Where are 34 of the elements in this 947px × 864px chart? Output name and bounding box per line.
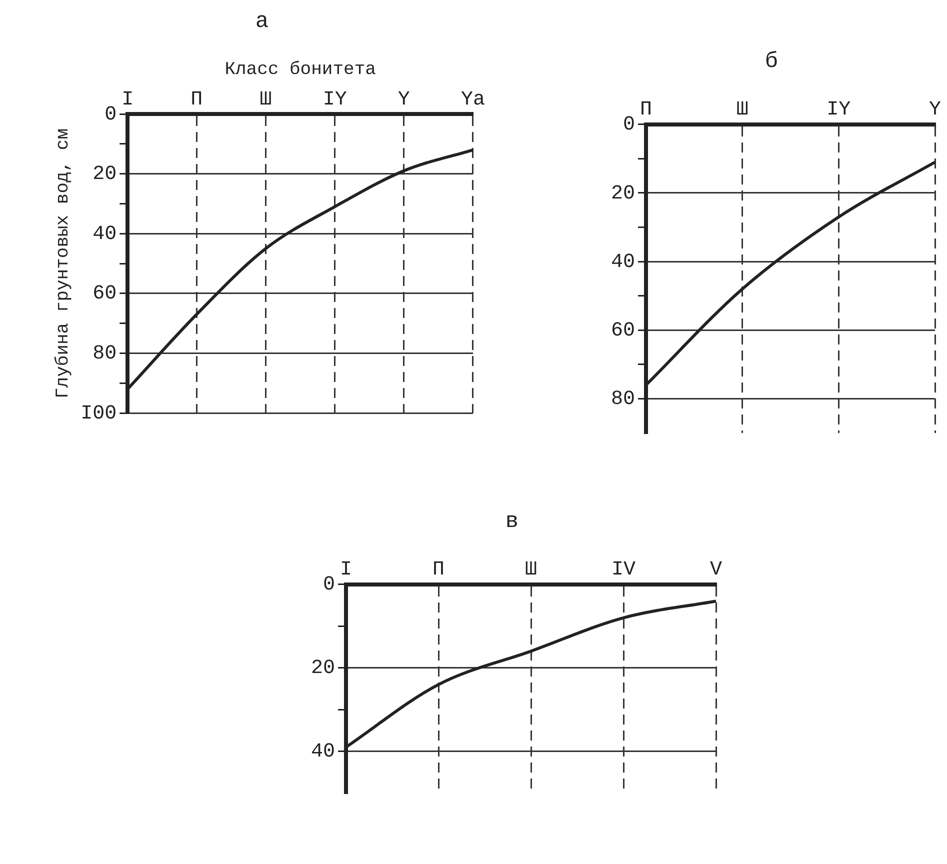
x-tick-label: I [340, 558, 352, 582]
y-tick-label: I00 [80, 402, 117, 426]
y-tick-label: 40 [610, 250, 636, 274]
x-tick-label: I [122, 88, 134, 112]
y-tick-label: 60 [610, 319, 636, 342]
x-axis-title: Класс бонитета [224, 60, 376, 80]
chart-title: а [255, 9, 269, 34]
x-tick-label: IY [322, 88, 347, 112]
x-tick-label: Ш [260, 88, 272, 112]
y-tick-label: 40 [310, 740, 336, 764]
y-tick-label: 0 [104, 103, 117, 126]
x-tick-label: V [710, 558, 722, 582]
y-tick-label: 60 [92, 282, 117, 306]
y-tick-label: 40 [92, 222, 117, 246]
y-tick-label: 80 [92, 342, 117, 366]
x-tick-label: П [432, 558, 445, 582]
y-tick-label: 80 [610, 388, 636, 412]
y-tick-label: 20 [610, 182, 636, 206]
x-tick-label: IY [826, 98, 851, 122]
x-tick-label: П [640, 98, 652, 122]
x-tick-label: Ya [460, 88, 486, 112]
chart-title: в [505, 509, 519, 534]
chart-title: б [764, 49, 778, 74]
x-tick-label: Ш [524, 558, 538, 582]
y-tick-label: 20 [92, 163, 117, 186]
y-tick-label: 0 [622, 114, 636, 137]
x-tick-label: Ш [736, 98, 748, 122]
x-tick-label: Y [398, 88, 410, 112]
y-axis-title: Глубина грунтовых вод, см [54, 128, 74, 399]
x-tick-label: IV [611, 558, 636, 582]
y-tick-label: 20 [310, 657, 336, 680]
y-tick-label: 0 [322, 574, 336, 597]
x-tick-label: П [190, 88, 203, 112]
x-tick-label: Y [928, 98, 942, 122]
